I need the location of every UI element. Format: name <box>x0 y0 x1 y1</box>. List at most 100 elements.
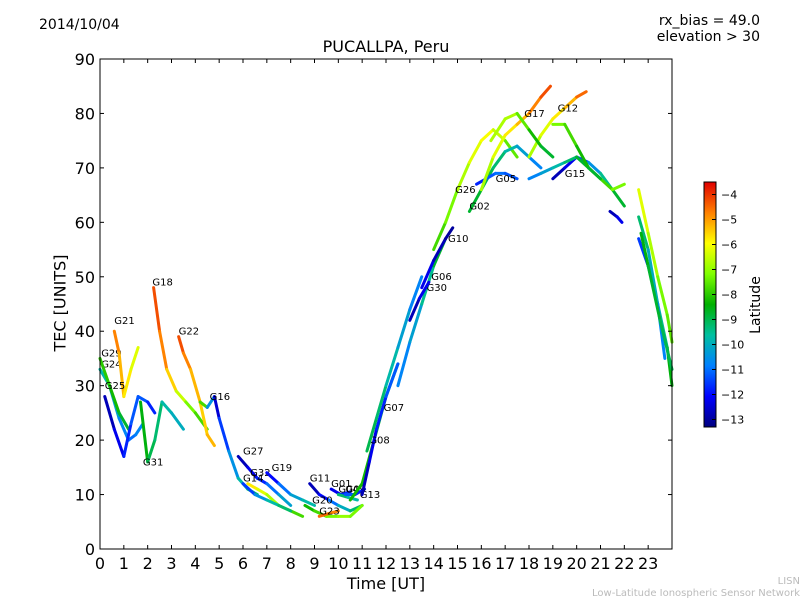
series-segment <box>336 493 350 499</box>
colorbar-tick-label: −12 <box>721 389 744 402</box>
series-label: G20 <box>312 495 332 506</box>
series-segment <box>152 286 162 333</box>
x-tick-label: 23 <box>638 554 658 573</box>
series-segment <box>289 493 305 502</box>
x-tick-label: 16 <box>471 554 491 573</box>
series-label: G14 <box>243 474 263 485</box>
colorbar-tick-label: −13 <box>721 414 744 427</box>
series-g-late5 <box>639 231 674 371</box>
series-label: G29 <box>101 348 121 359</box>
series-segment <box>503 122 519 137</box>
series-g30: G30 <box>396 237 448 388</box>
x-tick-label: 13 <box>400 554 420 573</box>
x-tick-label: 9 <box>309 554 319 573</box>
colorbar-tick-label: −4 <box>721 189 737 202</box>
series-label: G27 <box>243 446 263 457</box>
series-segment <box>515 111 531 126</box>
series-g12b <box>551 122 602 181</box>
x-tick-label: 19 <box>543 554 563 573</box>
series-segment <box>374 384 388 420</box>
date-label: 2014/10/04 <box>39 17 120 33</box>
x-tick-label: 10 <box>328 554 348 573</box>
x-tick-label: 7 <box>262 554 272 573</box>
series-segment <box>637 215 650 252</box>
series-segment <box>241 482 257 497</box>
series-segment <box>212 395 221 420</box>
series-label: G32 <box>250 468 270 479</box>
series-segment <box>327 498 340 507</box>
series-segment <box>317 493 331 502</box>
x-tick-label: 8 <box>286 554 296 573</box>
y-tick-label: 70 <box>75 159 95 178</box>
series-label: G10 <box>448 234 468 245</box>
y-tick-label: 30 <box>75 377 95 396</box>
series-segment <box>408 297 421 322</box>
series-segment <box>303 503 316 513</box>
series-segment <box>134 422 145 437</box>
series-segment <box>227 449 240 480</box>
series-segment <box>551 160 567 170</box>
series-segment <box>384 362 400 399</box>
series-segment <box>112 329 121 355</box>
series-segment <box>153 400 164 442</box>
colorbar-tick-label: −10 <box>721 339 744 352</box>
series-segment <box>656 275 669 317</box>
series-segment <box>265 482 281 497</box>
series-label: G17 <box>524 109 544 120</box>
series-label: G22 <box>179 327 199 338</box>
x-tick-label: 1 <box>119 554 129 573</box>
series-segment <box>396 307 412 350</box>
series-segment <box>563 95 579 110</box>
series-segment <box>491 133 507 159</box>
series-segment <box>174 389 188 404</box>
series-segment <box>432 237 448 262</box>
series-segment <box>317 512 331 518</box>
credit-short: LISN <box>777 576 800 587</box>
y-tick-label: 10 <box>75 486 95 505</box>
series-g-late2 <box>637 188 674 344</box>
series-segment <box>467 188 483 213</box>
series-segment <box>139 400 150 464</box>
series-segment <box>129 346 140 371</box>
colorbar-ticks: −4 −5 −6 −7 −8 −9 −10 −11 −12 −13 <box>712 189 744 427</box>
series-g17b <box>489 111 555 159</box>
colorbar-tick-label: −6 <box>721 239 737 252</box>
series-g29: G29 <box>98 348 131 431</box>
x-tick-label: 2 <box>143 554 153 573</box>
series-segment <box>527 95 543 115</box>
y-tick-label: 20 <box>75 431 95 450</box>
series-label: G15 <box>565 169 585 180</box>
x-tick-label: 6 <box>238 554 248 573</box>
series-label: G19 <box>272 463 292 474</box>
series-segment <box>184 400 197 415</box>
chart-title: PUCALLPA, Peru <box>322 37 450 56</box>
series-segment <box>103 395 116 431</box>
series-g21: G21 <box>112 316 140 399</box>
y-tick-label: 0 <box>85 540 95 559</box>
x-tick-label: 20 <box>566 554 586 573</box>
series-segment <box>177 335 185 355</box>
series-segment <box>575 144 591 170</box>
series-g08: G08 <box>360 362 400 497</box>
series-segment <box>646 231 660 279</box>
series-segment <box>170 411 185 431</box>
series-label: G04 <box>338 485 358 496</box>
series-segment <box>396 340 412 388</box>
series-segment <box>129 395 140 426</box>
series-g18: G18 <box>152 278 209 431</box>
colorbar-tick-label: −5 <box>721 214 737 227</box>
x-tick-label: 14 <box>423 554 443 573</box>
series-segment <box>181 351 193 371</box>
series-segment <box>489 117 507 143</box>
series-segment <box>484 171 498 181</box>
series-label: G21 <box>114 316 134 327</box>
series-segment <box>551 166 567 181</box>
series-g11: G11 <box>308 474 364 513</box>
series-g31: G31 <box>139 400 185 468</box>
colorbar-tick-label: −8 <box>721 289 737 302</box>
x-tick-label: 4 <box>190 554 200 573</box>
series-segment <box>408 302 424 344</box>
series-segment <box>146 438 157 464</box>
series-segment <box>367 427 378 464</box>
